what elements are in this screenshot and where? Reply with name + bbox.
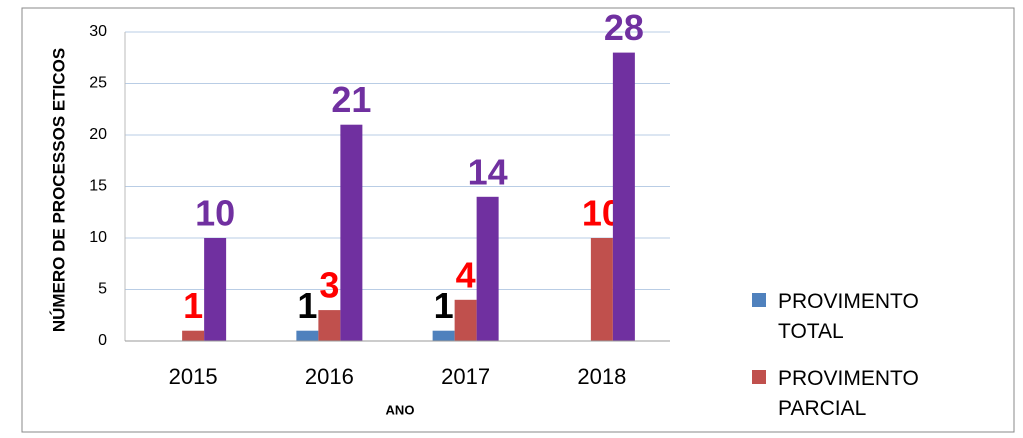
y-tick-label: 10 xyxy=(89,229,107,246)
bar xyxy=(204,238,227,341)
legend-swatch xyxy=(752,293,766,307)
chart-frame xyxy=(21,7,1015,433)
data-label: 4 xyxy=(456,254,476,295)
x-axis-title: ANO xyxy=(386,402,415,417)
bar xyxy=(476,196,499,341)
data-label: 1 xyxy=(434,285,454,326)
bar xyxy=(432,330,455,341)
x-tick-label: 2016 xyxy=(305,364,354,389)
legend-swatch xyxy=(752,370,766,384)
y-tick-label: 5 xyxy=(98,281,107,298)
data-label: 3 xyxy=(319,265,339,306)
bar xyxy=(318,310,341,341)
bar xyxy=(182,330,205,341)
x-tick-label: 2018 xyxy=(577,364,626,389)
x-tick-label: 2015 xyxy=(169,364,218,389)
bar xyxy=(340,124,363,341)
data-label: 21 xyxy=(331,79,371,120)
data-label: 1 xyxy=(297,285,317,326)
x-tick-label: 2017 xyxy=(441,364,490,389)
y-tick-label: 15 xyxy=(89,178,107,195)
legend-label: PROVIMENTO TOTAL xyxy=(778,290,919,343)
bar xyxy=(590,238,613,341)
data-label: 10 xyxy=(195,193,235,234)
data-label: 14 xyxy=(468,151,508,192)
y-axis-title: NÚMERO DE PROCESSOS ETICOS xyxy=(49,48,68,332)
bar xyxy=(454,299,477,341)
y-tick-label: 20 xyxy=(89,126,107,143)
data-label: 28 xyxy=(604,7,644,48)
legend-item: PROVIMENTO TOTAL xyxy=(752,287,992,347)
y-tick-label: 25 xyxy=(89,75,107,92)
y-tick-label: 0 xyxy=(98,332,107,349)
y-tick-label: 30 xyxy=(89,23,107,40)
legend-label: PROVIMENTO PARCIAL xyxy=(778,367,919,420)
legend-item: PROVIMENTO PARCIAL xyxy=(752,364,992,424)
bar xyxy=(612,52,635,341)
bar xyxy=(296,330,319,341)
data-label: 1 xyxy=(183,285,203,326)
